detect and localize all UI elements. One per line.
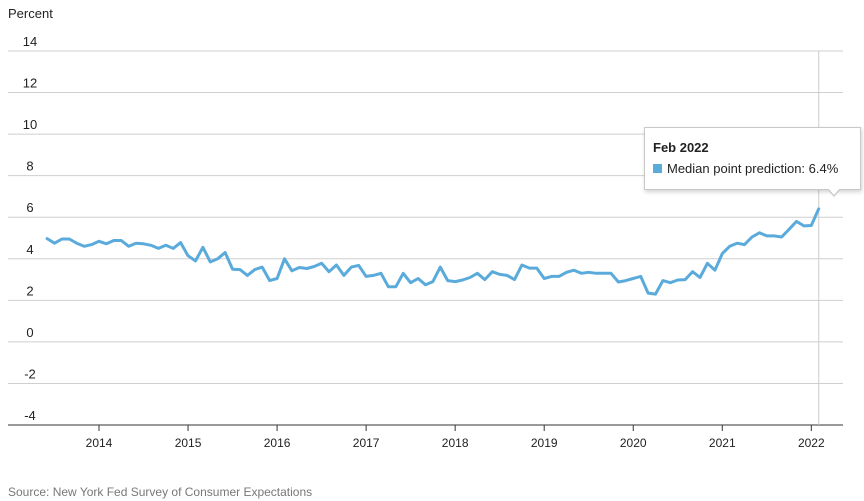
tooltip-label: Median point prediction: 6.4%	[667, 161, 839, 176]
x-tick-label: 2016	[264, 436, 291, 450]
x-tick-label: 2019	[531, 436, 558, 450]
x-tick-label: 2020	[620, 436, 647, 450]
y-tick-label: 8	[26, 159, 33, 174]
series-line-median-point-prediction[interactable]	[45, 207, 821, 296]
y-axis-ticks: 14 12 10 8 6 4 2 0 -2 -4	[23, 34, 37, 423]
x-tick-label: 2018	[442, 436, 469, 450]
x-axis: 2014 2015 2016 2017 2018 2019 2020 2021 2022	[86, 425, 825, 450]
tooltip-row: Median point prediction: 6.4%	[653, 161, 860, 176]
x-tick-label: 2014	[86, 436, 113, 450]
tooltip-title: Feb 2022	[653, 140, 709, 155]
y-tick-label: 12	[23, 76, 37, 91]
y-tick-label: 14	[23, 34, 37, 49]
y-tick-label: -4	[24, 408, 36, 423]
y-tick-label: 4	[26, 242, 33, 257]
y-tick-label: -2	[24, 366, 36, 381]
series-swatch-icon	[653, 164, 662, 173]
gridlines	[8, 50, 843, 426]
source-note: Source: New York Fed Survey of Consumer …	[8, 485, 313, 499]
tooltip-pointer-inner	[828, 188, 840, 195]
x-tick-label: 2022	[798, 436, 825, 450]
x-tick-label: 2015	[175, 436, 202, 450]
y-tick-label: 2	[26, 283, 33, 298]
y-tick-label: 0	[26, 325, 33, 340]
x-tick-label: 2017	[353, 436, 380, 450]
y-tick-label: 6	[26, 200, 33, 215]
y-tick-label: 10	[23, 117, 37, 132]
tooltip: Feb 2022 Median point prediction: 6.4%	[644, 127, 861, 197]
y-axis-label: Percent	[8, 6, 53, 21]
x-tick-label: 2021	[709, 436, 736, 450]
